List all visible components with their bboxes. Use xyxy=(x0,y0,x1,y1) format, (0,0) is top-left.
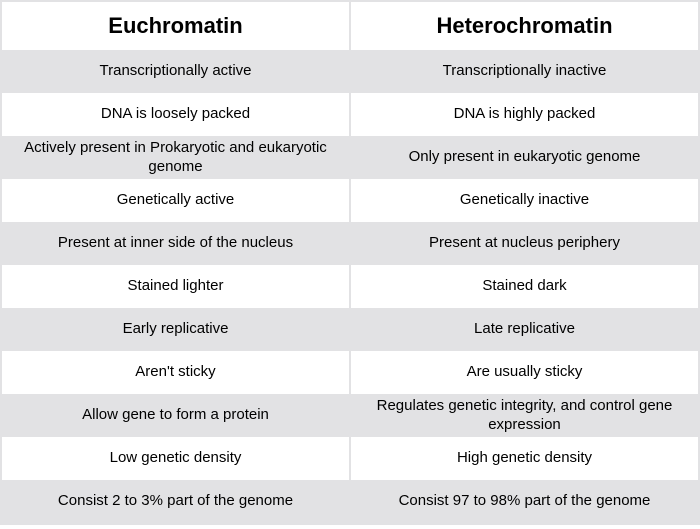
cell-heterochromatin: High genetic density xyxy=(350,437,698,480)
table-row: Transcriptionally active Transcriptional… xyxy=(2,50,698,93)
cell-heterochromatin: Transcriptionally inactive xyxy=(350,50,698,93)
cell-euchromatin: Present at inner side of the nucleus xyxy=(2,222,350,265)
cell-euchromatin: Low genetic density xyxy=(2,437,350,480)
cell-heterochromatin: Genetically inactive xyxy=(350,179,698,222)
cell-heterochromatin: Only present in eukaryotic genome xyxy=(350,136,698,179)
table-row: Allow gene to form a protein Regulates g… xyxy=(2,394,698,437)
cell-euchromatin: Consist 2 to 3% part of the genome xyxy=(2,480,350,523)
cell-euchromatin: Transcriptionally active xyxy=(2,50,350,93)
cell-heterochromatin: Are usually sticky xyxy=(350,351,698,394)
cell-heterochromatin: Stained dark xyxy=(350,265,698,308)
cell-heterochromatin: Regulates genetic integrity, and control… xyxy=(350,394,698,437)
cell-euchromatin: Actively present in Prokaryotic and euka… xyxy=(2,136,350,179)
cell-heterochromatin: Late replicative xyxy=(350,308,698,351)
column-header-heterochromatin: Heterochromatin xyxy=(350,2,698,50)
cell-euchromatin: Stained lighter xyxy=(2,265,350,308)
table-row: Consist 2 to 3% part of the genome Consi… xyxy=(2,480,698,523)
cell-euchromatin: Allow gene to form a protein xyxy=(2,394,350,437)
table-header-row: Euchromatin Heterochromatin xyxy=(2,2,698,50)
cell-euchromatin: Early replicative xyxy=(2,308,350,351)
table-row: Aren't sticky Are usually sticky xyxy=(2,351,698,394)
cell-heterochromatin: DNA is highly packed xyxy=(350,93,698,136)
table-row: Early replicative Late replicative xyxy=(2,308,698,351)
cell-heterochromatin: Consist 97 to 98% part of the genome xyxy=(350,480,698,523)
column-header-euchromatin: Euchromatin xyxy=(2,2,350,50)
cell-euchromatin: Aren't sticky xyxy=(2,351,350,394)
table-row: Genetically active Genetically inactive xyxy=(2,179,698,222)
table-row: DNA is loosely packed DNA is highly pack… xyxy=(2,93,698,136)
cell-heterochromatin: Present at nucleus periphery xyxy=(350,222,698,265)
cell-euchromatin: DNA is loosely packed xyxy=(2,93,350,136)
table-row: Stained lighter Stained dark xyxy=(2,265,698,308)
table-row: Low genetic density High genetic density xyxy=(2,437,698,480)
comparison-table-container: Euchromatin Heterochromatin Transcriptio… xyxy=(0,0,700,525)
table-row: Present at inner side of the nucleus Pre… xyxy=(2,222,698,265)
cell-euchromatin: Genetically active xyxy=(2,179,350,222)
table-row: Actively present in Prokaryotic and euka… xyxy=(2,136,698,179)
comparison-table: Euchromatin Heterochromatin Transcriptio… xyxy=(2,2,698,523)
